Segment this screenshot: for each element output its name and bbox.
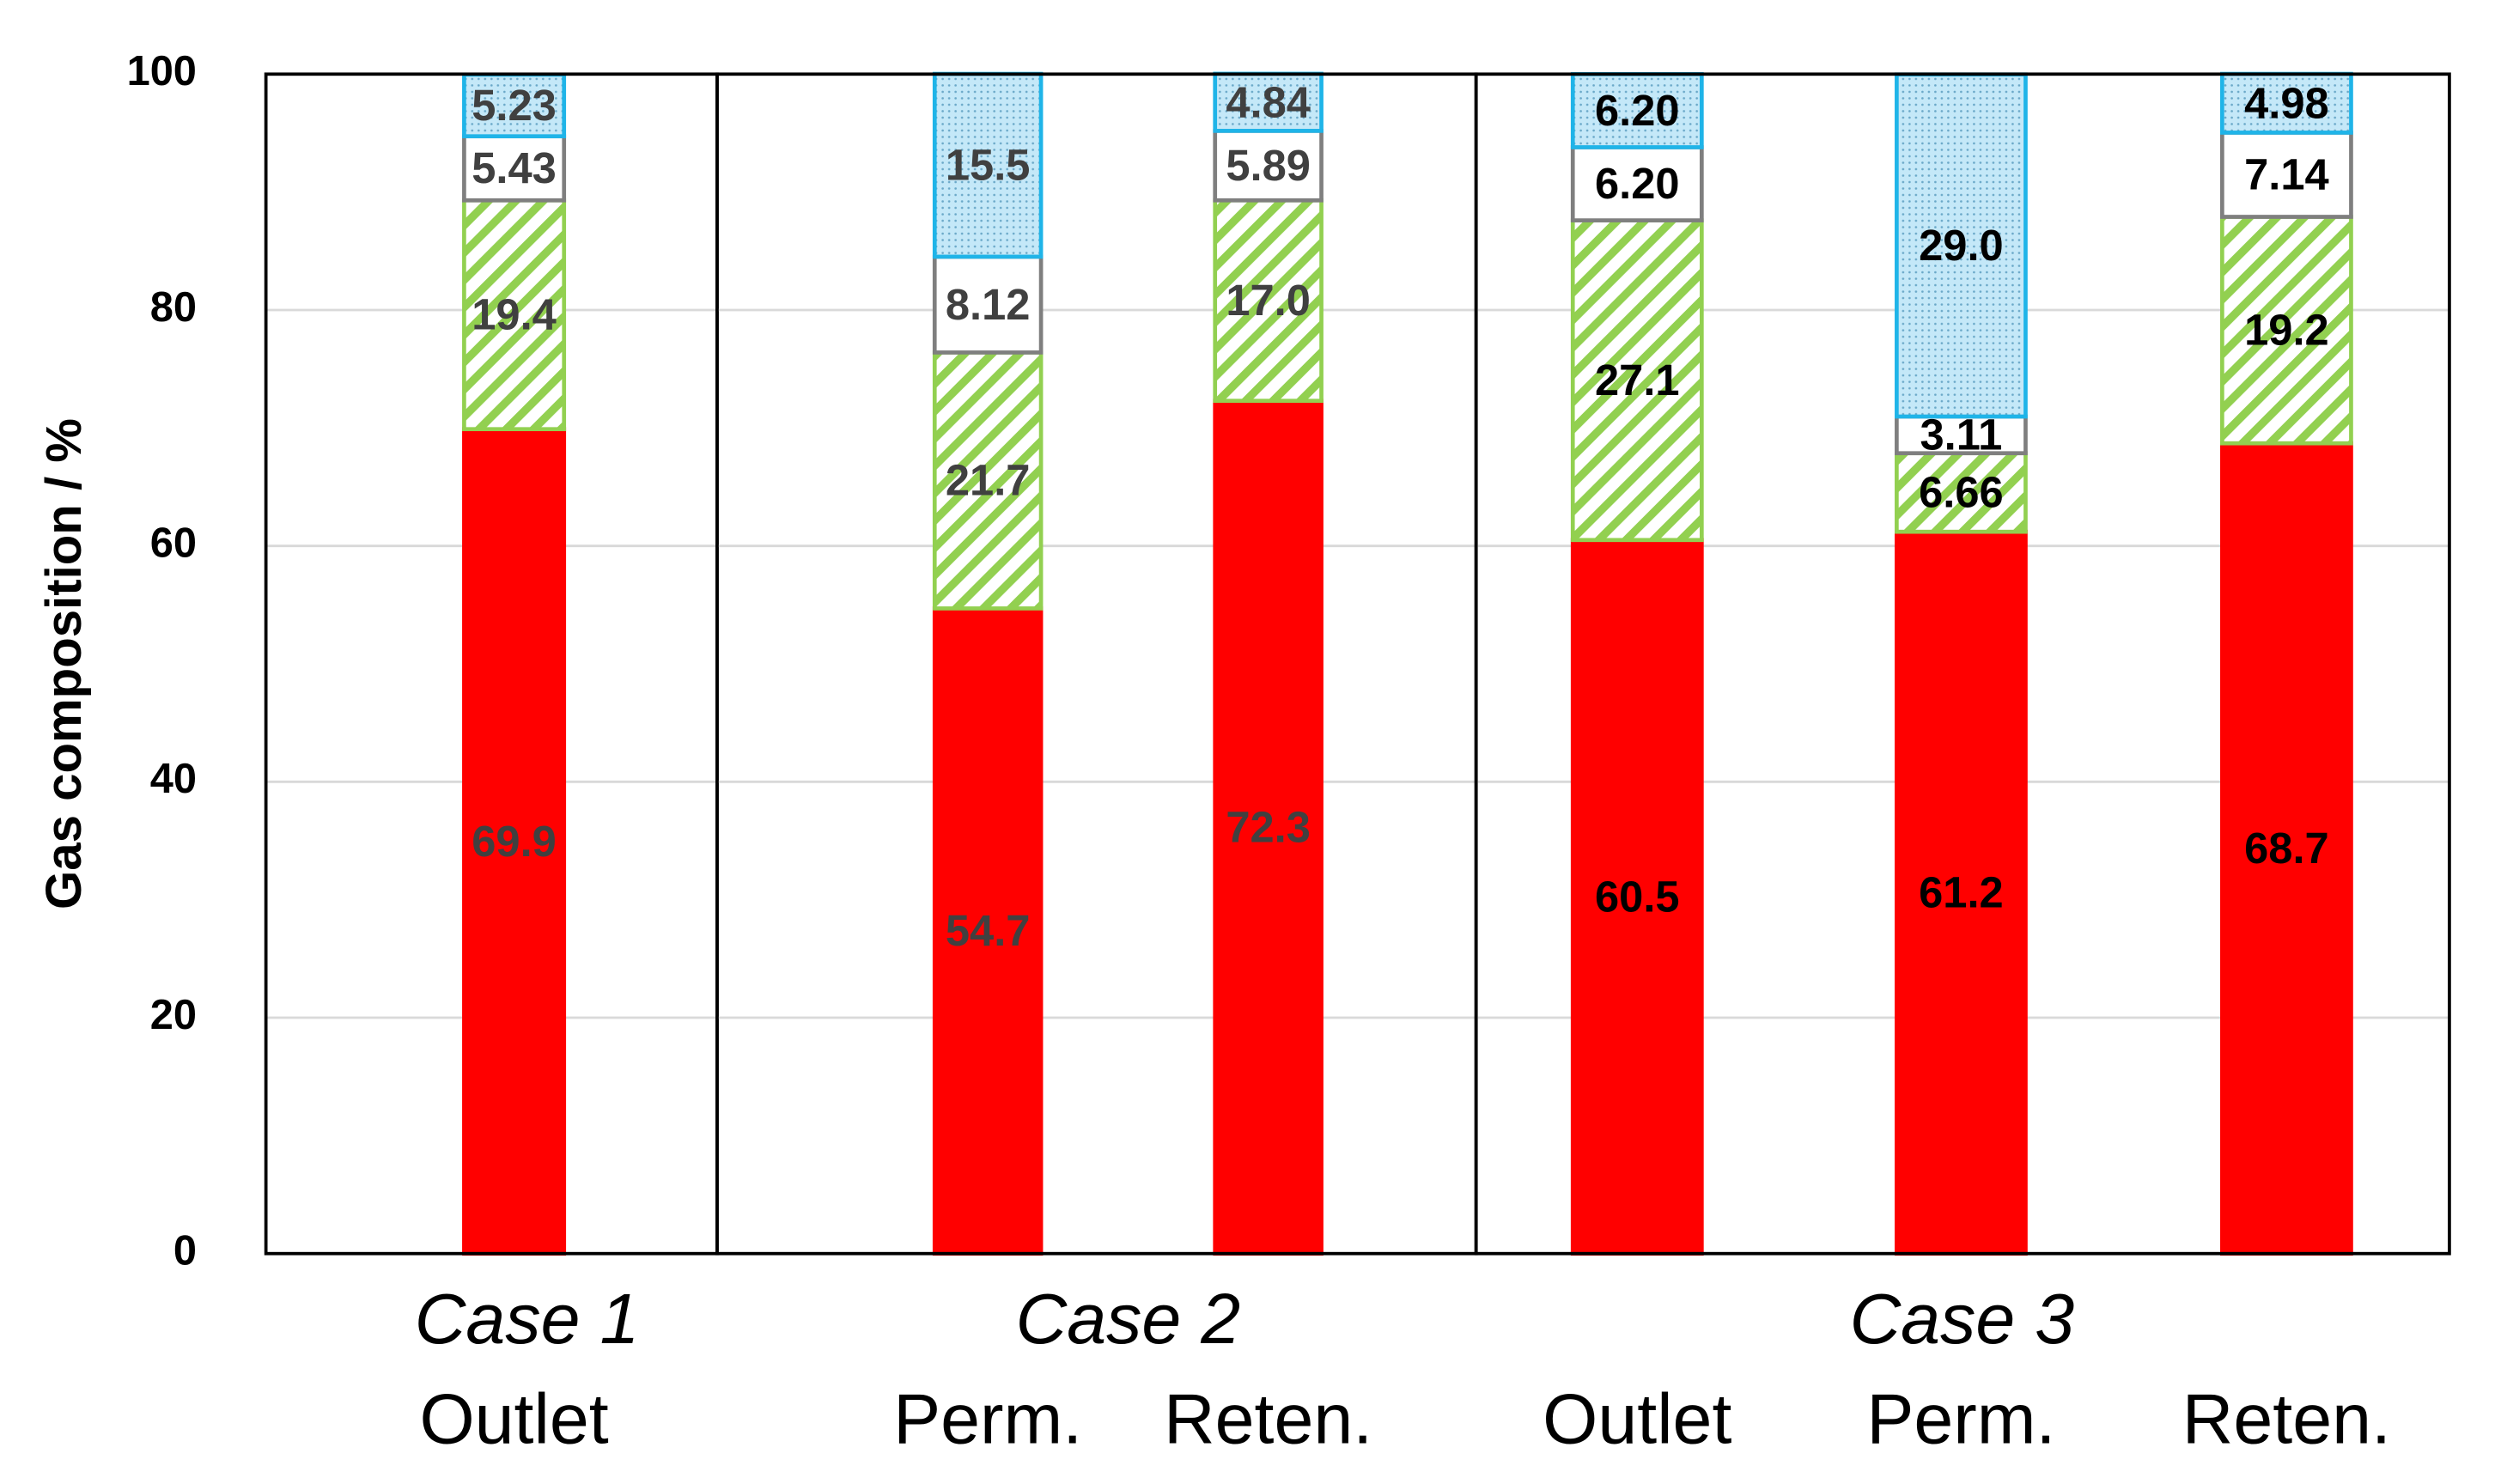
bar-segment: [2220, 215, 2353, 446]
data-label: 19.2: [2244, 305, 2329, 354]
bar-segment: [1895, 529, 2028, 1256]
data-label: 5.89: [1226, 141, 1311, 190]
data-label: 72.3: [1226, 802, 1311, 851]
x-tick-label: Outlet: [419, 1379, 608, 1458]
panel-frame: [715, 72, 1478, 1256]
group-label: Case 1: [415, 1280, 640, 1359]
bar-segment: [1895, 451, 2028, 534]
panel-frame: [1474, 72, 2451, 1256]
group-label: Case 2: [1016, 1280, 1241, 1359]
x-tick-label: Perm.: [893, 1379, 1082, 1458]
data-label: 54.7: [946, 906, 1031, 955]
bar-segment: [932, 254, 1044, 355]
data-label: 6.20: [1595, 159, 1680, 208]
x-tick-label: Reten.: [2182, 1379, 2391, 1458]
bar-segment: [2220, 131, 2353, 219]
group-label: Case 3: [1850, 1280, 2075, 1359]
bar-segment: [2220, 441, 2353, 1256]
y-tick-label: 20: [150, 992, 197, 1038]
data-label: 4.84: [1226, 77, 1311, 126]
bar-segment: [1570, 218, 1704, 543]
data-label: 29.0: [1919, 221, 2004, 270]
data-label: 5.43: [472, 143, 557, 192]
y-tick-label: 100: [127, 48, 197, 94]
y-tick-label: 60: [150, 520, 197, 567]
data-label: 5.23: [472, 81, 557, 130]
data-label: 61.2: [1919, 868, 2004, 917]
bar-segment: [1570, 538, 1704, 1256]
y-tick-label: 0: [173, 1228, 197, 1274]
data-label: 6.66: [1919, 468, 2004, 517]
y-axis-label: Gas composition / %: [36, 418, 92, 909]
y-tick-label: 40: [150, 756, 197, 802]
bar-segment: [1570, 145, 1704, 222]
x-tick-label: Outlet: [1543, 1379, 1731, 1458]
data-label: 27.1: [1595, 356, 1680, 404]
bar-segment: [462, 134, 567, 203]
x-tick-label: Perm.: [1866, 1379, 2055, 1458]
x-tick-label: Reten.: [1164, 1379, 1372, 1458]
data-label: 69.9: [472, 817, 557, 866]
data-label: 7.14: [2244, 150, 2329, 199]
data-label: 21.7: [946, 456, 1031, 505]
data-label: 4.98: [2244, 78, 2329, 127]
data-label: 8.12: [946, 280, 1031, 329]
bar-segment: [1895, 72, 2028, 419]
data-label: 68.7: [2244, 824, 2329, 873]
bar-segment: [1895, 414, 2028, 456]
data-label: 17.0: [1226, 276, 1311, 325]
data-label: 15.5: [946, 141, 1031, 190]
bar-segment: [932, 606, 1044, 1256]
data-label: 19.4: [472, 290, 557, 339]
bar-segment: [932, 71, 1044, 259]
bar-segment: [462, 198, 567, 432]
y-tick-label: 80: [150, 284, 197, 331]
data-label: 6.20: [1595, 86, 1680, 135]
data-label: 60.5: [1595, 872, 1680, 921]
